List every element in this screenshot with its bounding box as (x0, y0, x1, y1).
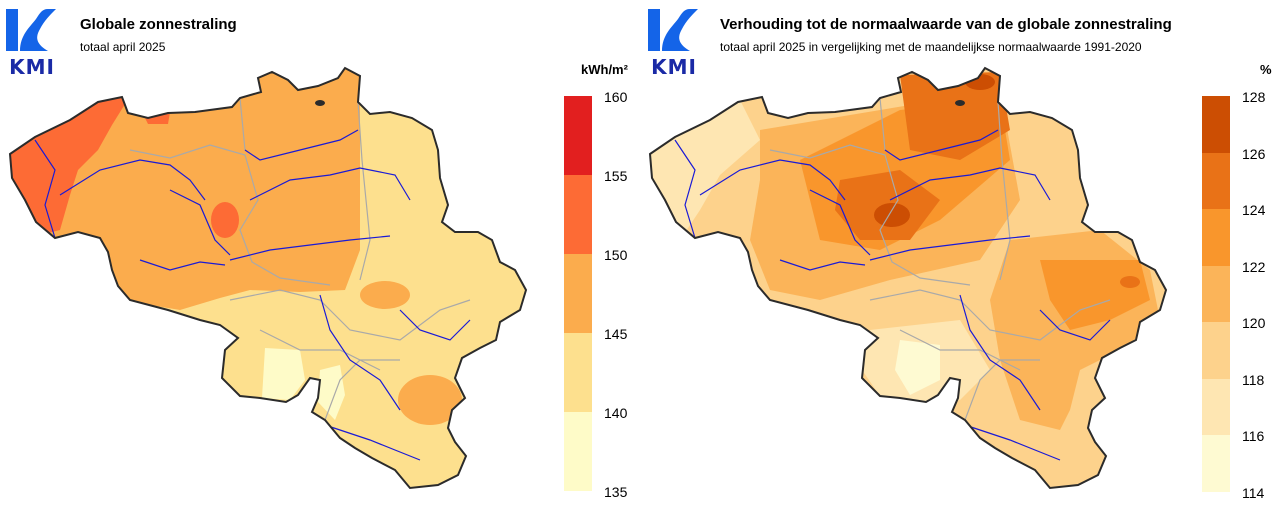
logo-text: KMI (651, 55, 697, 79)
legend-tick: 114 (1242, 485, 1265, 501)
solar-radiation-map-panel: KMI Globale zonnestraling totaal april 2… (4, 5, 628, 500)
legend-unit: kWh/m² (581, 62, 628, 77)
legend-band (1202, 379, 1230, 435)
legend-band (1202, 435, 1230, 492)
belgium-radiation-map (9, 67, 527, 489)
legend-band (564, 96, 592, 175)
legend-tick: 122 (1242, 259, 1266, 275)
kmi-logo: KMI (4, 5, 60, 79)
map-subtitle: totaal april 2025 (80, 40, 166, 54)
legend-band (1202, 153, 1230, 209)
legend-tick: 120 (1242, 315, 1266, 331)
legend-tick: 118 (1242, 372, 1265, 388)
legend-tick: 140 (604, 405, 628, 421)
legend-band (564, 175, 592, 254)
legend-band (1202, 266, 1230, 322)
belgium-ratio-map (649, 67, 1167, 489)
legend-band (564, 254, 592, 333)
legend-tick: 160 (604, 89, 628, 105)
legend-tick: 128 (1242, 89, 1266, 105)
legend-tick: 150 (604, 247, 628, 263)
kmi-logo: KMI (646, 5, 702, 79)
legend-tick: 126 (1242, 146, 1266, 162)
radiation-ratio-map-panel: KMI Verhouding tot de normaalwaarde van … (640, 0, 1280, 507)
legend-tick: 135 (604, 484, 628, 500)
legend-tick: 124 (1242, 202, 1266, 218)
legend-tick: 145 (604, 326, 628, 342)
map-title: Verhouding tot de normaalwaarde van de g… (720, 16, 1172, 33)
logo-text: KMI (9, 55, 55, 79)
map-subtitle: totaal april 2025 in vergelijking met de… (720, 40, 1142, 54)
legend-band (564, 333, 592, 412)
legend-band (1202, 209, 1230, 266)
map-title: Globale zonnestraling (80, 16, 237, 33)
legend-band (1202, 96, 1230, 153)
legend-tick: 155 (604, 168, 628, 184)
legend-band (564, 412, 592, 491)
legend-unit: % (1260, 62, 1272, 77)
legend-band (1202, 322, 1230, 379)
legend-tick: 116 (1242, 428, 1265, 444)
